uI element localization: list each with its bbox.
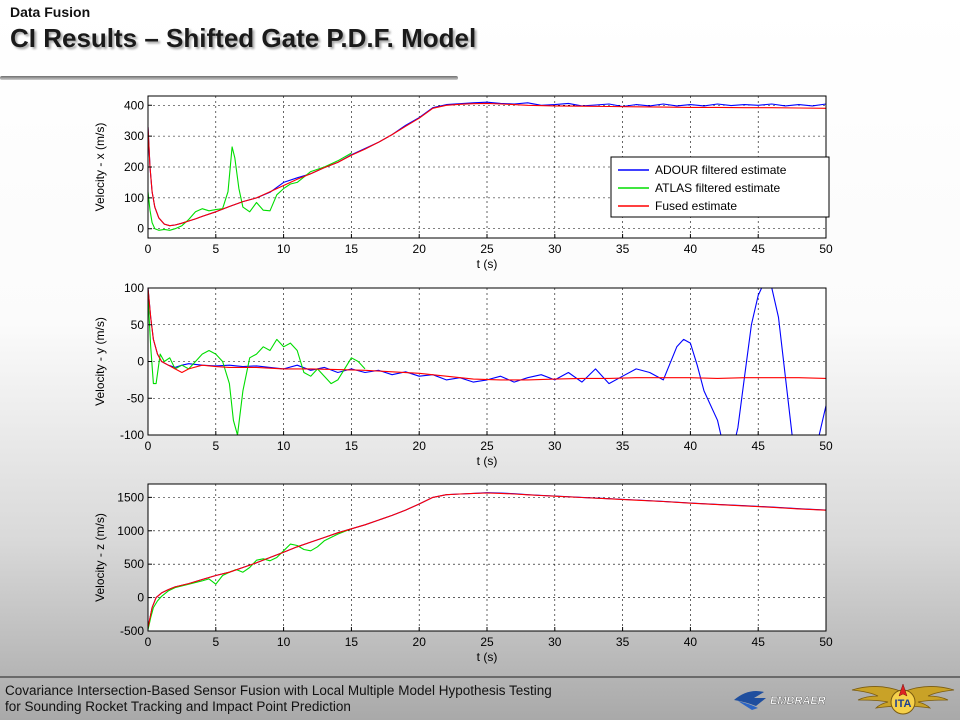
ita-wordmark: ITA [895, 698, 912, 710]
title-underline [0, 76, 458, 80]
y-tick-label: 1000 [117, 524, 144, 538]
x-tick-label: 15 [345, 242, 359, 256]
y-tick-label: 100 [124, 191, 144, 205]
x-tick-label: 45 [752, 439, 766, 453]
embraer-swoosh-icon [734, 691, 766, 710]
legend-entry-adour: ADOUR filtered estimate [655, 163, 787, 177]
series-line-atlas [148, 528, 352, 630]
x-tick-label: 20 [413, 242, 427, 256]
y-tick-label: 0 [137, 355, 144, 369]
legend-entry-atlas: ATLAS filtered estimate [655, 181, 780, 195]
footer-text: Covariance Intersection-Based Sensor Fus… [5, 683, 552, 715]
x-axis-label: t (s) [477, 257, 498, 271]
y-tick-label: 100 [124, 281, 144, 295]
legend-box [610, 156, 830, 218]
x-tick-label: 45 [752, 242, 766, 256]
y-tick-label: 300 [124, 129, 144, 143]
x-tick-label: 35 [616, 439, 630, 453]
series-line-fused [148, 492, 826, 628]
x-tick-label: 35 [616, 635, 630, 649]
subplot-2: 0 5 10 15 20 25 30 35 40 45 50 -100 -50 0 50 100 t (s) Ve… [93, 281, 833, 468]
x-tick-label: 40 [684, 635, 698, 649]
x-tick-label: 40 [684, 439, 698, 453]
series-line-atlas [148, 295, 366, 435]
x-tick-label: 10 [277, 635, 291, 649]
x-tick-label: 15 [345, 635, 359, 649]
y-tick-label: 50 [131, 318, 145, 332]
x-tick-label: 15 [345, 439, 359, 453]
x-tick-label: 40 [684, 242, 698, 256]
y-tick-label: 400 [124, 98, 144, 112]
y-tick-label: 1500 [117, 490, 144, 504]
y-tick-label: -500 [120, 624, 144, 638]
y-tick-label: 0 [137, 222, 144, 236]
x-tick-label: 0 [145, 439, 152, 453]
series-line-fused [148, 288, 826, 381]
x-tick-label: 30 [548, 439, 562, 453]
series-group [148, 101, 826, 231]
y-tick-label: 500 [124, 557, 144, 571]
x-tick-label: 25 [480, 242, 494, 256]
footer-line-1: Covariance Intersection-Based Sensor Fus… [5, 683, 552, 698]
x-tick-label: 50 [819, 635, 833, 649]
y-axis-label: Velocity - z (m/s) [93, 513, 107, 602]
x-tick-label: 30 [548, 242, 562, 256]
y-tick-label: -100 [120, 428, 144, 442]
x-tick-label: 50 [819, 439, 833, 453]
x-tick-label: 30 [548, 635, 562, 649]
ita-wings-logo: ITA [851, 683, 955, 715]
section-label: Data Fusion [10, 4, 91, 20]
y-tick-label: 200 [124, 160, 144, 174]
x-axis-label: t (s) [477, 650, 498, 664]
slide-title: CI Results – Shifted Gate P.D.F. Model [10, 23, 477, 53]
x-axis-label: t (s) [477, 454, 498, 468]
x-tick-label: 10 [277, 242, 291, 256]
x-tick-label: 20 [413, 635, 427, 649]
x-tick-label: 10 [277, 439, 291, 453]
series-line-fused [148, 102, 826, 227]
y-axis-label: Velocity - y (m/s) [93, 317, 107, 406]
slide-header: Data Fusion CI Results – Shifted Gate P.… [10, 4, 476, 54]
x-tick-label: 5 [212, 635, 219, 649]
legend: ADOUR filtered estimate ATLAS filtered es… [610, 156, 830, 218]
x-tick-label: 25 [480, 439, 494, 453]
wings-icon [851, 686, 955, 709]
x-tick-label: 20 [413, 439, 427, 453]
x-tick-label: 50 [819, 242, 833, 256]
series-group [148, 288, 826, 435]
embraer-logo: EMBRAER [734, 691, 826, 710]
y-axis-label: Velocity - x (m/s) [93, 123, 107, 212]
embraer-wordmark: EMBRAER [770, 695, 826, 707]
ita-emblem-icon [890, 683, 916, 715]
x-tick-label: 5 [212, 242, 219, 256]
footer-divider [0, 676, 960, 678]
y-tick-label: 0 [137, 591, 144, 605]
x-tick-label: 45 [752, 635, 766, 649]
x-tick-label: 5 [212, 439, 219, 453]
plot-area [148, 484, 826, 631]
x-tick-label: 25 [480, 635, 494, 649]
footer-line-2: for Sounding Rocket Tracking and Impact … [5, 699, 351, 714]
y-tick-label: -50 [127, 391, 145, 405]
legend-entry-fused: Fused estimate [655, 199, 737, 213]
x-tick-label: 0 [145, 635, 152, 649]
series-line-atlas [148, 146, 352, 231]
x-tick-label: 0 [145, 242, 152, 256]
x-tick-label: 35 [616, 242, 630, 256]
series-group [148, 492, 826, 630]
